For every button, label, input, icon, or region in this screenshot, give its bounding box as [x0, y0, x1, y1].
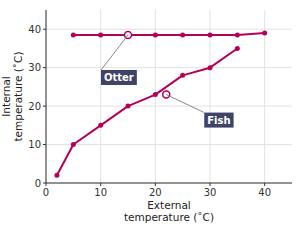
y-tick-label: 20: [28, 101, 41, 112]
grid-line-y: [46, 106, 292, 107]
series-point: [262, 31, 267, 36]
x-tick-label: 20: [149, 187, 162, 198]
series-point: [235, 32, 240, 37]
series-point: [54, 173, 59, 178]
y-axis-label: Internaltemperature (˚C): [0, 51, 24, 141]
plot-area: [54, 31, 267, 178]
series-point: [180, 73, 185, 78]
series-point: [180, 32, 185, 37]
series-point: [71, 142, 76, 147]
series-line: [57, 48, 237, 175]
series-point: [98, 123, 103, 128]
grid-line-y: [46, 67, 292, 68]
grid-line-y: [46, 144, 292, 145]
x-tick: [264, 183, 265, 186]
annotation-box: [204, 113, 233, 128]
series-point: [153, 32, 158, 37]
series-point: [126, 104, 131, 109]
grid: [46, 10, 292, 183]
grid-line-y: [46, 183, 292, 184]
y-tick-label: 10: [28, 139, 41, 150]
x-tick-label: 0: [43, 187, 49, 198]
series-point: [235, 46, 240, 51]
x-tick: [155, 183, 156, 186]
annotation-box: [101, 70, 137, 85]
series-point: [98, 32, 103, 37]
y-tick-label: 30: [28, 62, 41, 73]
annotation-label: Otter: [104, 72, 134, 83]
x-tick: [100, 183, 101, 186]
x-axis-label-line: External: [147, 199, 191, 211]
y-tick: [43, 67, 46, 68]
y-tick: [43, 29, 46, 30]
chart: 010203040010203040Externaltemperature (˚…: [0, 0, 304, 225]
y-tick: [43, 144, 46, 145]
y-axis: [46, 10, 47, 183]
annotation-connector: [166, 95, 204, 113]
x-tick-label: 10: [94, 187, 107, 198]
y-tick-label: 0: [35, 178, 41, 189]
series-point: [71, 32, 76, 37]
grid-line-x: [46, 10, 47, 183]
x-axis-label: Externaltemperature (˚C): [124, 199, 214, 223]
y-axis-label-line: Internal: [0, 76, 12, 116]
annotation-label: Fish: [207, 115, 230, 126]
x-axis: [46, 183, 292, 184]
series-point: [153, 92, 158, 97]
y-tick: [43, 183, 46, 184]
x-tick-label: 30: [204, 187, 217, 198]
series-point: [208, 65, 213, 70]
annotation-connector: [101, 35, 128, 70]
y-tick-label: 40: [28, 24, 41, 35]
x-tick-label: 40: [258, 187, 271, 198]
x-tick: [210, 183, 211, 186]
series-point: [208, 32, 213, 37]
annotations: Otter Fish: [101, 35, 234, 128]
x-axis-label-line: temperature (˚C): [124, 211, 214, 223]
grid-line-x: [264, 10, 265, 183]
y-axis-label-line: temperature (˚C): [12, 51, 24, 141]
y-tick: [43, 106, 46, 107]
grid-line-y: [46, 29, 292, 30]
